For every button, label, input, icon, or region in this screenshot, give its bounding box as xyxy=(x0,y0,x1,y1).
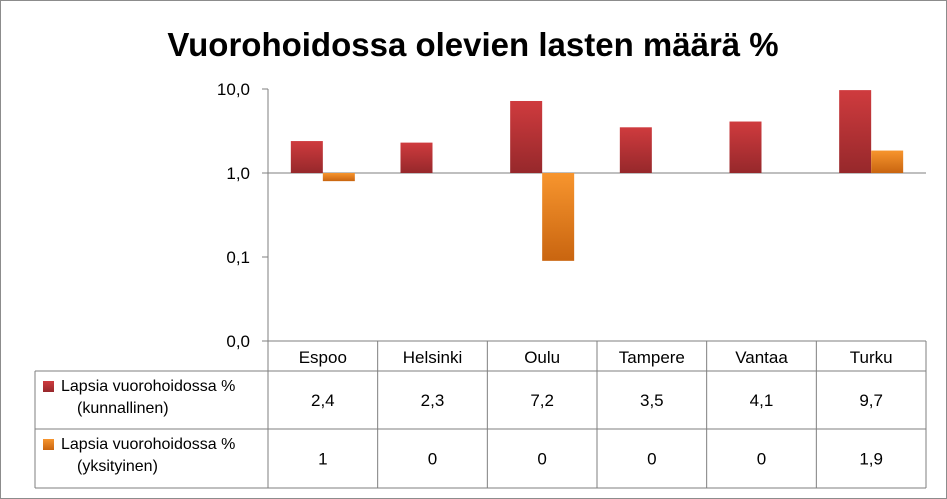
bar-kunnallinen-tampere xyxy=(619,127,652,173)
data-label: 1 xyxy=(318,450,327,469)
category-label: Oulu xyxy=(524,348,560,367)
bar-yksityinen-turku xyxy=(871,150,904,173)
data-label: 1,9 xyxy=(859,450,883,469)
data-label: 4,1 xyxy=(750,391,774,410)
category-label: Turku xyxy=(850,348,893,367)
data-label: 7,2 xyxy=(530,391,554,410)
bar-yksityinen-espoo xyxy=(322,173,355,182)
category-label: Helsinki xyxy=(403,348,463,367)
data-label: 0 xyxy=(428,450,437,469)
category-label: Tampere xyxy=(619,348,685,367)
y-tick-label: 10,0 xyxy=(217,80,250,99)
data-label: 2,4 xyxy=(311,391,335,410)
bar-kunnallinen-espoo xyxy=(290,141,323,173)
bar-kunnallinen-turku xyxy=(839,90,872,173)
y-tick-label: 1,0 xyxy=(226,164,250,183)
data-table: Espoo Helsinki Oulu Tampere Vantaa Turku Lapsi… xyxy=(34,340,927,489)
axis-layer: 10,0 1,0 0,1 0,0 xyxy=(217,80,926,351)
data-label: 3,5 xyxy=(640,391,664,410)
legend-swatch xyxy=(43,439,54,450)
legend-label: Lapsia vuorohoidossa % xyxy=(61,436,235,453)
legend-label: (yksityinen) xyxy=(77,458,158,475)
chart-title: Vuorohoidossa olevien lasten määrä % xyxy=(167,26,778,63)
data-label: 0 xyxy=(537,450,546,469)
y-tick-label: 0,0 xyxy=(226,332,250,351)
data-label: 9,7 xyxy=(859,391,883,410)
category-label: Espoo xyxy=(299,348,347,367)
category-label: Vantaa xyxy=(735,348,788,367)
bar-kunnallinen-vantaa xyxy=(729,121,762,173)
y-tick-label: 0,1 xyxy=(226,248,250,267)
bar-kunnallinen-oulu xyxy=(510,100,543,173)
legend-label: (kunnallinen) xyxy=(77,400,169,417)
data-label: 0 xyxy=(757,450,766,469)
data-label: 2,3 xyxy=(421,391,445,410)
bar-yksityinen-oulu xyxy=(542,173,575,261)
legend-label: Lapsia vuorohoidossa % xyxy=(61,378,235,395)
data-label: 0 xyxy=(647,450,656,469)
bar-kunnallinen-helsinki xyxy=(400,142,433,173)
bar-layer xyxy=(290,90,904,261)
legend-swatch xyxy=(43,381,54,392)
